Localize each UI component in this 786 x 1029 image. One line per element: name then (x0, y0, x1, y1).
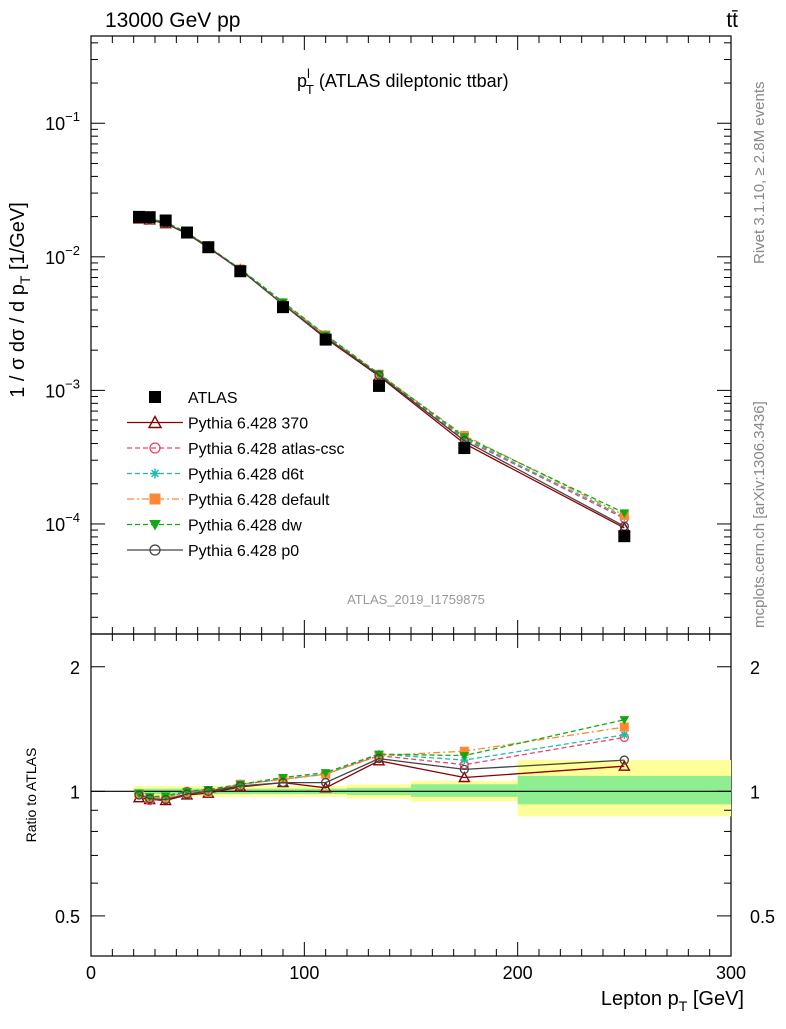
main-data-point (181, 226, 193, 239)
legend-marker (149, 391, 161, 403)
main-y-tick-label-base: 10 (45, 515, 65, 535)
plot-title-rest: (ATLAS dileptonic ttbar) (314, 71, 509, 91)
ratio-y-tick-label-right: 2 (750, 658, 760, 678)
main-data-point (277, 301, 289, 314)
main-y-tick-label: 10−3 (45, 376, 80, 401)
ratio-y-axis-label: Ratio to ATLAS (23, 748, 39, 843)
x-tick-label: 300 (716, 963, 746, 983)
legend-entry-label: Pythia 6.428 370 (188, 416, 308, 433)
main-y-tick-label-exponent: −1 (65, 109, 80, 124)
legend-entry-label: Pythia 6.428 p0 (188, 543, 299, 560)
main-y-tick-label: 10−4 (45, 510, 80, 535)
legend-marker (149, 520, 161, 531)
legend: ATLAS Pythia 6.428 370 Pythia 6.428 atlas-… (127, 390, 345, 560)
ratio-data-point (458, 771, 471, 783)
ratio-data-point (374, 753, 384, 764)
legend-marker (150, 468, 160, 479)
legend-marker (149, 442, 161, 454)
legend-marker (149, 493, 161, 505)
ratio-data-point (161, 794, 171, 805)
main-data-point (143, 211, 156, 224)
main-data-point (159, 214, 172, 227)
ratio-data-point (235, 781, 245, 791)
main-y-axis-label-rest: [1/GeV] (7, 202, 29, 275)
main-y-tick-label-exponent: −2 (65, 243, 80, 258)
ratio-data-point (619, 755, 629, 765)
main-plot-layer: 10−410−310−210−1 (45, 36, 732, 634)
legend-entry-label: Pythia 6.428 atlas-csc (188, 441, 345, 458)
ratio-data-point (320, 769, 331, 778)
ratio-y-tick-label: 2 (70, 658, 80, 678)
rivet-label: Rivet 3.1.10, ≥ 2.8M events (751, 82, 768, 265)
main-y-tick-label-exponent: −3 (65, 376, 80, 391)
main-y-axis-label: 1 / σ dσ / d pT [1/GeV] (7, 202, 33, 398)
energy-label: 13000 GeV pp (105, 9, 240, 32)
ratio-data-point (203, 786, 213, 796)
plot-title-main: p (297, 71, 307, 91)
ratio-data-point (134, 790, 144, 800)
x-tick-label: 0 (86, 963, 96, 983)
ratio-data-point (459, 764, 469, 775)
process-label: tt̄ (726, 9, 738, 32)
x-axis-label: Lepton pT [GeV] (601, 988, 744, 1014)
ratio-series-line (138, 757, 625, 801)
ratio-data-point (620, 730, 629, 739)
legend-entry-label: Pythia 6.428 default (188, 492, 330, 509)
ratio-y-tick-label-right: 1 (750, 782, 760, 802)
ratio-stat-uncertainty-band (411, 784, 518, 797)
main-data-point (619, 509, 630, 518)
main-y-tick-label-base: 10 (45, 248, 65, 268)
main-data-point (373, 379, 385, 392)
main-panel-frame (90, 35, 732, 635)
ratio-data-point (459, 752, 470, 761)
main-y-tick-label-exponent: −4 (65, 510, 80, 525)
main-y-tick-label: 10−1 (45, 109, 80, 134)
ratio-data-point (321, 777, 331, 788)
ratio-series-pythia-6-428-p0 (134, 753, 629, 805)
ratio-data-point (319, 781, 332, 793)
ratio-data-point (278, 777, 288, 788)
main-data-point (319, 333, 332, 346)
ratio-plot-layer: 0.5 0.5 1 1 2 2 0 100 200 300 (55, 634, 775, 983)
ratio-series-line (138, 734, 625, 798)
main-y-tick-label-base: 10 (45, 381, 65, 401)
ratio-data-point (145, 794, 155, 804)
main-y-axis-label-main: 1 / σ dσ / d p (7, 284, 29, 398)
main-y-axis-label-sub: T (17, 275, 33, 284)
main-data-point (234, 265, 247, 278)
plot-title-sub: T (306, 82, 314, 97)
plot-title-sup: l (307, 66, 310, 81)
main-data-point (458, 442, 471, 455)
legend-entry-label: Pythia 6.428 dw (188, 518, 302, 535)
x-tick-label: 200 (503, 963, 533, 983)
x-tick-label: 100 (289, 963, 319, 983)
legend-entry-label: ATLAS (188, 390, 238, 407)
ratio-series-line (138, 719, 625, 798)
main-data-point (202, 241, 215, 254)
main-data-point (133, 210, 145, 223)
ratio-data-point (619, 716, 630, 725)
ratio-y-tick-label: 1 (70, 782, 80, 802)
ratio-data-point (618, 759, 631, 771)
main-data-point (618, 530, 631, 543)
x-axis-label-sub: T (679, 998, 688, 1014)
x-axis-label-rest: [GeV] (687, 988, 744, 1010)
mcplots-label: mcplots.cern.ch [arXiv:1306.3436] (751, 401, 768, 628)
plot-title: pl T (ATLAS dileptonic ttbar) (297, 66, 509, 97)
legend-marker (149, 544, 161, 556)
analysis-watermark: ATLAS_2019_I1759875 (347, 592, 485, 607)
ratio-data-point (182, 789, 192, 799)
legend-entry-label: Pythia 6.428 d6t (188, 467, 304, 484)
main-y-tick-label-base: 10 (45, 114, 65, 134)
ratio-y-tick-label-right: 0.5 (750, 907, 775, 927)
x-axis-label-main: Lepton p (601, 988, 679, 1010)
ratio-stat-uncertainty-band (517, 775, 731, 805)
ratio-y-tick-label: 0.5 (55, 907, 80, 927)
main-y-tick-label: 10−2 (45, 243, 80, 268)
main-series-atlas (133, 210, 631, 543)
main-data-point (374, 370, 384, 380)
legend-marker (147, 415, 163, 429)
